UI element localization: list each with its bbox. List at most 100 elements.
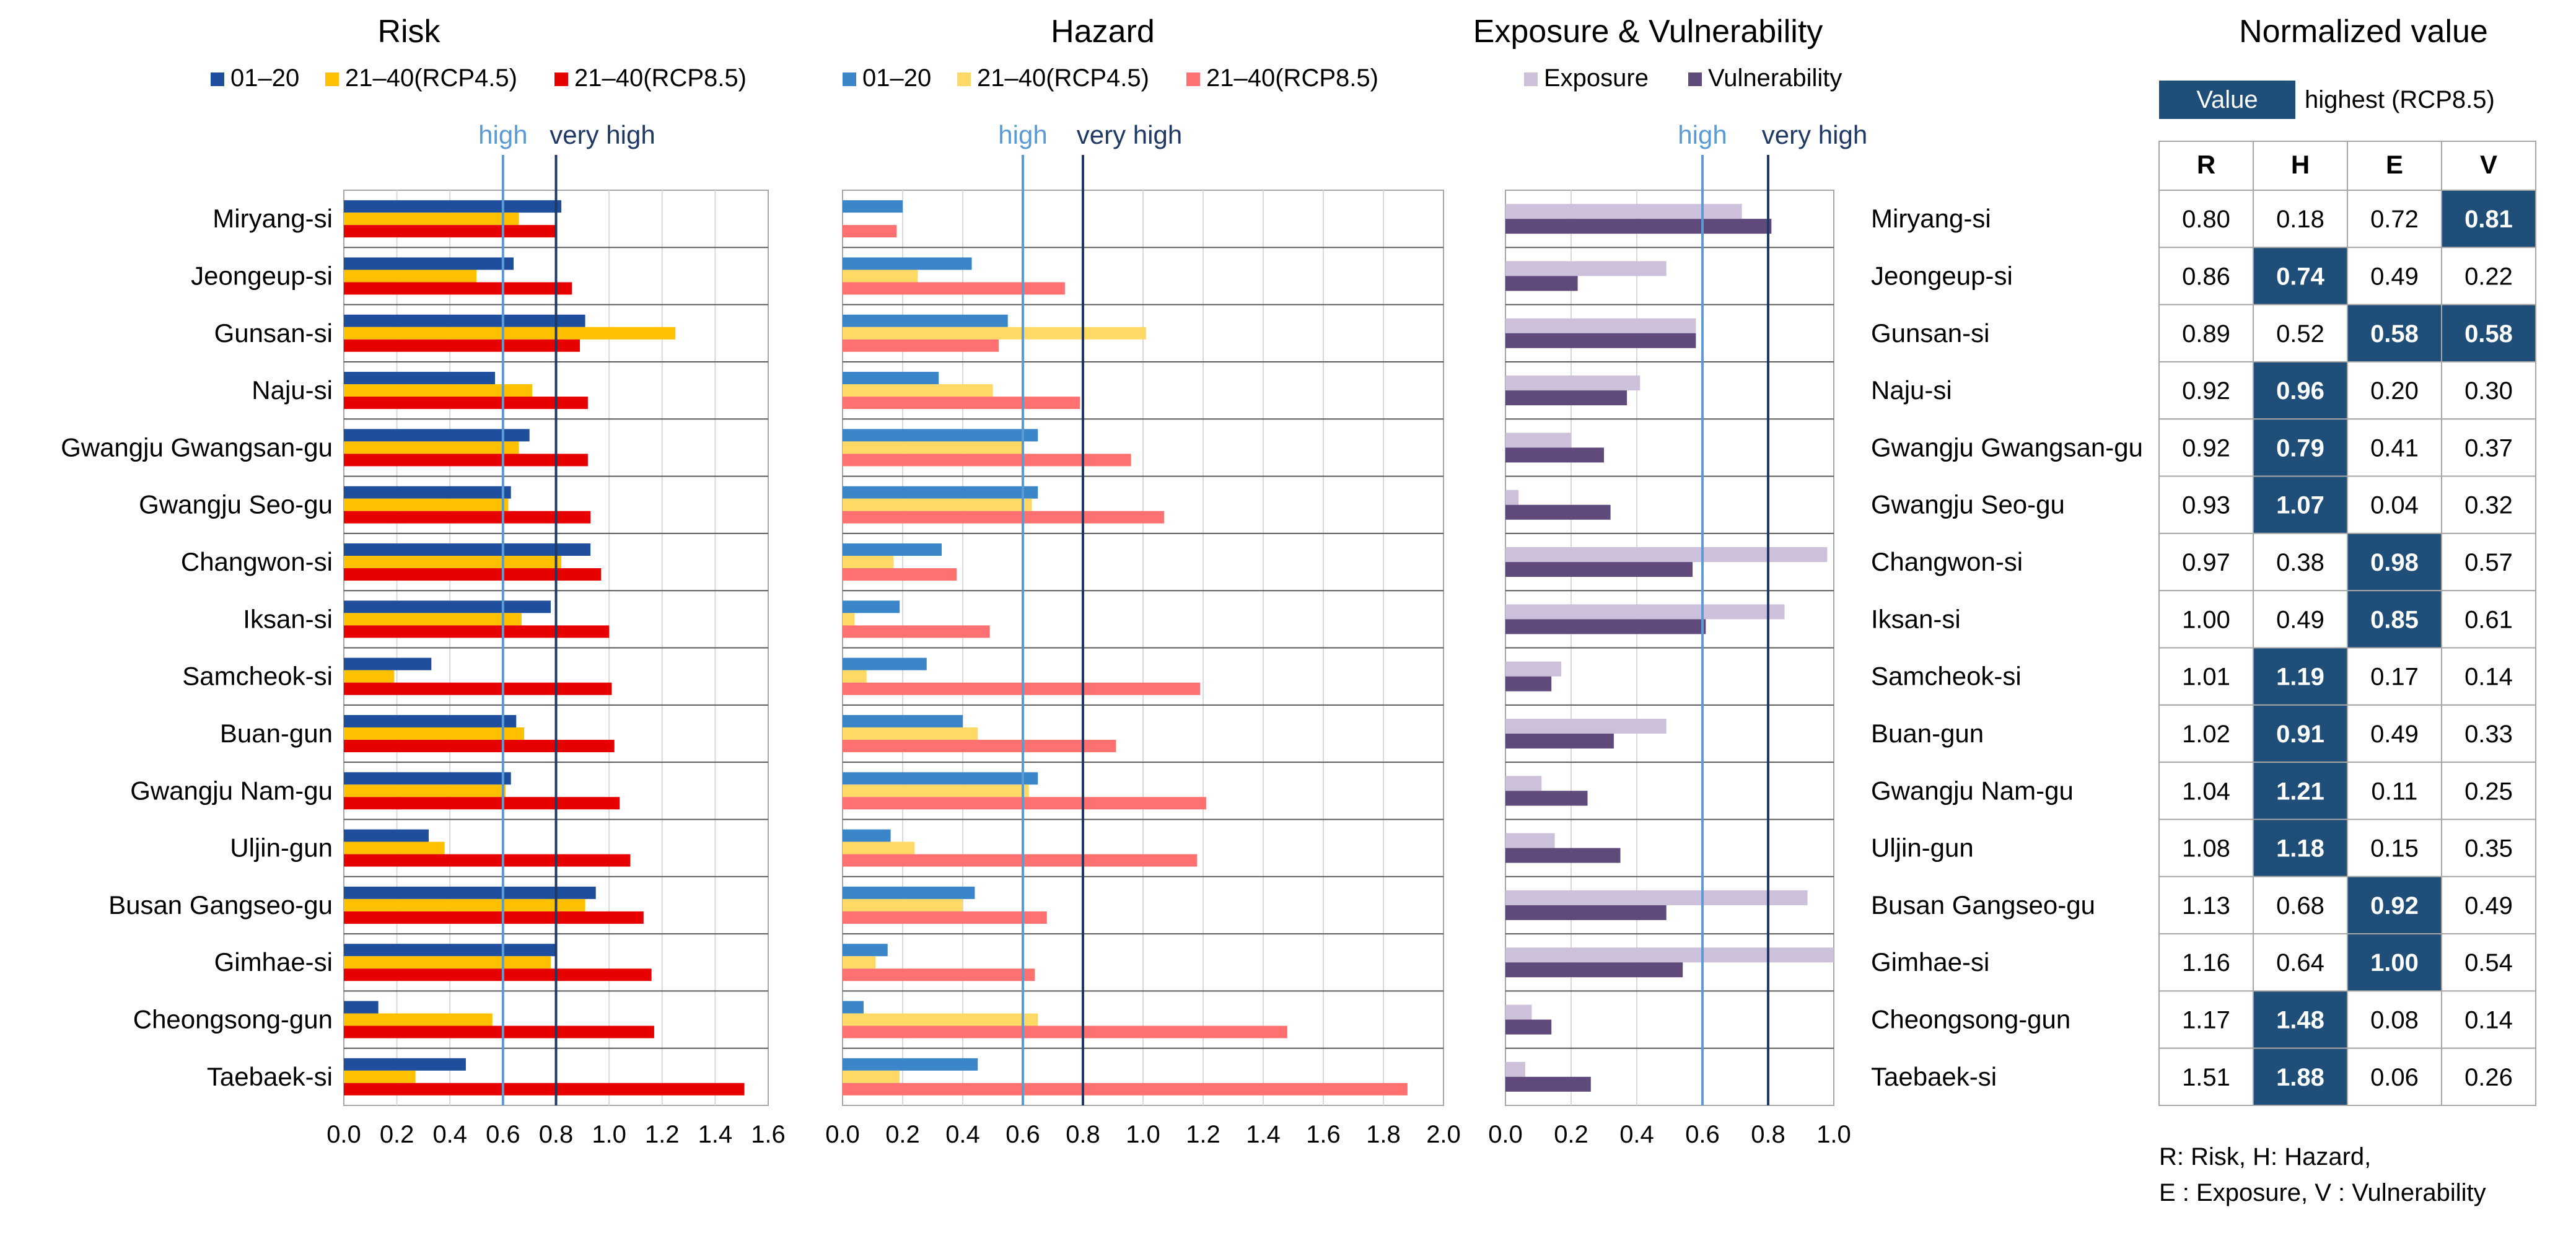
table-value: 0.06 <box>2370 1064 2419 1091</box>
bar <box>1505 1019 1552 1035</box>
bar <box>1505 890 1808 905</box>
bar <box>843 441 1023 454</box>
bar <box>344 1058 466 1071</box>
bar <box>843 911 1047 924</box>
table-value: 0.89 <box>2182 320 2230 348</box>
legend-label: 21–40(RCP4.5) <box>345 64 517 92</box>
x-tick-label: 0.4 <box>432 1121 467 1148</box>
bar <box>843 682 1201 695</box>
table-value: 0.14 <box>2464 1007 2513 1034</box>
table-value: 0.33 <box>2464 721 2513 748</box>
table-value: 0.72 <box>2370 206 2419 233</box>
region-label: Busan Gangseo-gu <box>108 890 333 920</box>
threshold-label: high <box>998 120 1047 149</box>
x-tick-label: 0.6 <box>1005 1121 1040 1148</box>
table-value: 0.26 <box>2464 1064 2513 1091</box>
bar <box>1505 1004 1532 1020</box>
table-cell-highlight <box>2253 1047 2348 1106</box>
table-value: 1.17 <box>2182 1007 2230 1034</box>
bar <box>1505 375 1641 391</box>
bar <box>843 327 1146 340</box>
table-cell <box>2158 876 2254 935</box>
region-label: Cheongsong-gun <box>133 1005 333 1034</box>
bar <box>1505 962 1683 978</box>
region-label: Cheongsong-gun <box>1871 1005 2070 1034</box>
bar <box>843 1025 1287 1038</box>
table-value: 1.19 <box>2276 664 2324 691</box>
table-value: 0.54 <box>2464 949 2513 977</box>
bar <box>1505 489 1519 505</box>
bar <box>344 944 556 957</box>
bar <box>843 797 1206 810</box>
threshold-label: very high <box>1762 120 1867 149</box>
bar <box>843 944 888 957</box>
bar <box>843 898 963 911</box>
x-tick-label: 1.0 <box>1126 1121 1160 1148</box>
bar <box>344 727 525 740</box>
table-value: 1.18 <box>2276 835 2324 863</box>
bar <box>843 314 1008 327</box>
table-cell <box>2441 1047 2536 1106</box>
region-label: Samcheok-si <box>182 662 333 691</box>
bar <box>843 486 1038 499</box>
x-tick-label: 1.0 <box>1816 1121 1851 1148</box>
x-tick-label: 0.0 <box>825 1121 860 1148</box>
bar <box>344 543 591 556</box>
table-cell-highlight <box>2347 304 2442 362</box>
bar <box>1505 661 1562 677</box>
table-value: 0.15 <box>2370 835 2419 863</box>
bar <box>1505 504 1611 520</box>
table-value: 1.21 <box>2276 778 2324 805</box>
header-label: E <box>2386 150 2403 179</box>
x-tick-label: 0.8 <box>1751 1121 1785 1148</box>
bar <box>344 772 511 785</box>
region-label: Gwangju Nam-gu <box>130 776 333 805</box>
bar <box>843 727 978 740</box>
bar <box>344 1082 745 1095</box>
bar <box>344 854 631 867</box>
table-value: 0.64 <box>2276 949 2324 977</box>
bar <box>1505 776 1542 791</box>
bar <box>843 454 1131 467</box>
x-tick-label: 0.4 <box>945 1121 980 1148</box>
x-tick-label: 1.2 <box>1186 1121 1220 1148</box>
region-label: Samcheok-si <box>1871 662 2022 691</box>
region-label: Taebaek-si <box>1871 1062 1997 1091</box>
table-value: 0.93 <box>2182 492 2230 519</box>
table-value: 0.61 <box>2464 606 2513 633</box>
table-value: 0.79 <box>2276 434 2324 462</box>
bar <box>344 898 585 911</box>
table-cell <box>2347 418 2442 477</box>
table-cell <box>2441 418 2536 477</box>
table-cell <box>2347 190 2442 248</box>
legend-label: 21–40(RCP8.5) <box>574 64 747 92</box>
bar <box>1505 562 1693 577</box>
region-label: Jeongeup-si <box>1871 261 2013 290</box>
bar <box>1505 390 1628 406</box>
bar <box>843 568 957 581</box>
table-value: 1.51 <box>2182 1064 2230 1091</box>
table-value: 0.37 <box>2464 434 2513 462</box>
bar <box>843 657 927 670</box>
bar <box>843 200 903 213</box>
threshold-label: high <box>478 120 527 149</box>
chart-title: Risk <box>377 14 440 50</box>
table-value: 0.97 <box>2182 549 2230 576</box>
region-label: Gwangju Gwangsan-gu <box>61 432 333 462</box>
bar <box>344 225 556 238</box>
header-label: R <box>2197 150 2215 179</box>
table-value: 0.14 <box>2464 664 2513 691</box>
table-cell-highlight <box>2441 304 2536 362</box>
bar <box>843 372 939 385</box>
legend-label: 01–20 <box>862 64 931 92</box>
exposure-vulnerability-chart: Exposure & Vulnerability Exposure Vulnerab… <box>1473 14 1868 1148</box>
bar <box>843 270 918 283</box>
table-cell <box>2158 247 2254 305</box>
legend-swatch <box>843 72 856 86</box>
bar <box>843 854 1198 867</box>
bar <box>344 784 506 797</box>
table-cell <box>2347 247 2442 305</box>
bar <box>344 682 612 695</box>
table-cell <box>2441 532 2536 592</box>
bar <box>843 429 1038 442</box>
